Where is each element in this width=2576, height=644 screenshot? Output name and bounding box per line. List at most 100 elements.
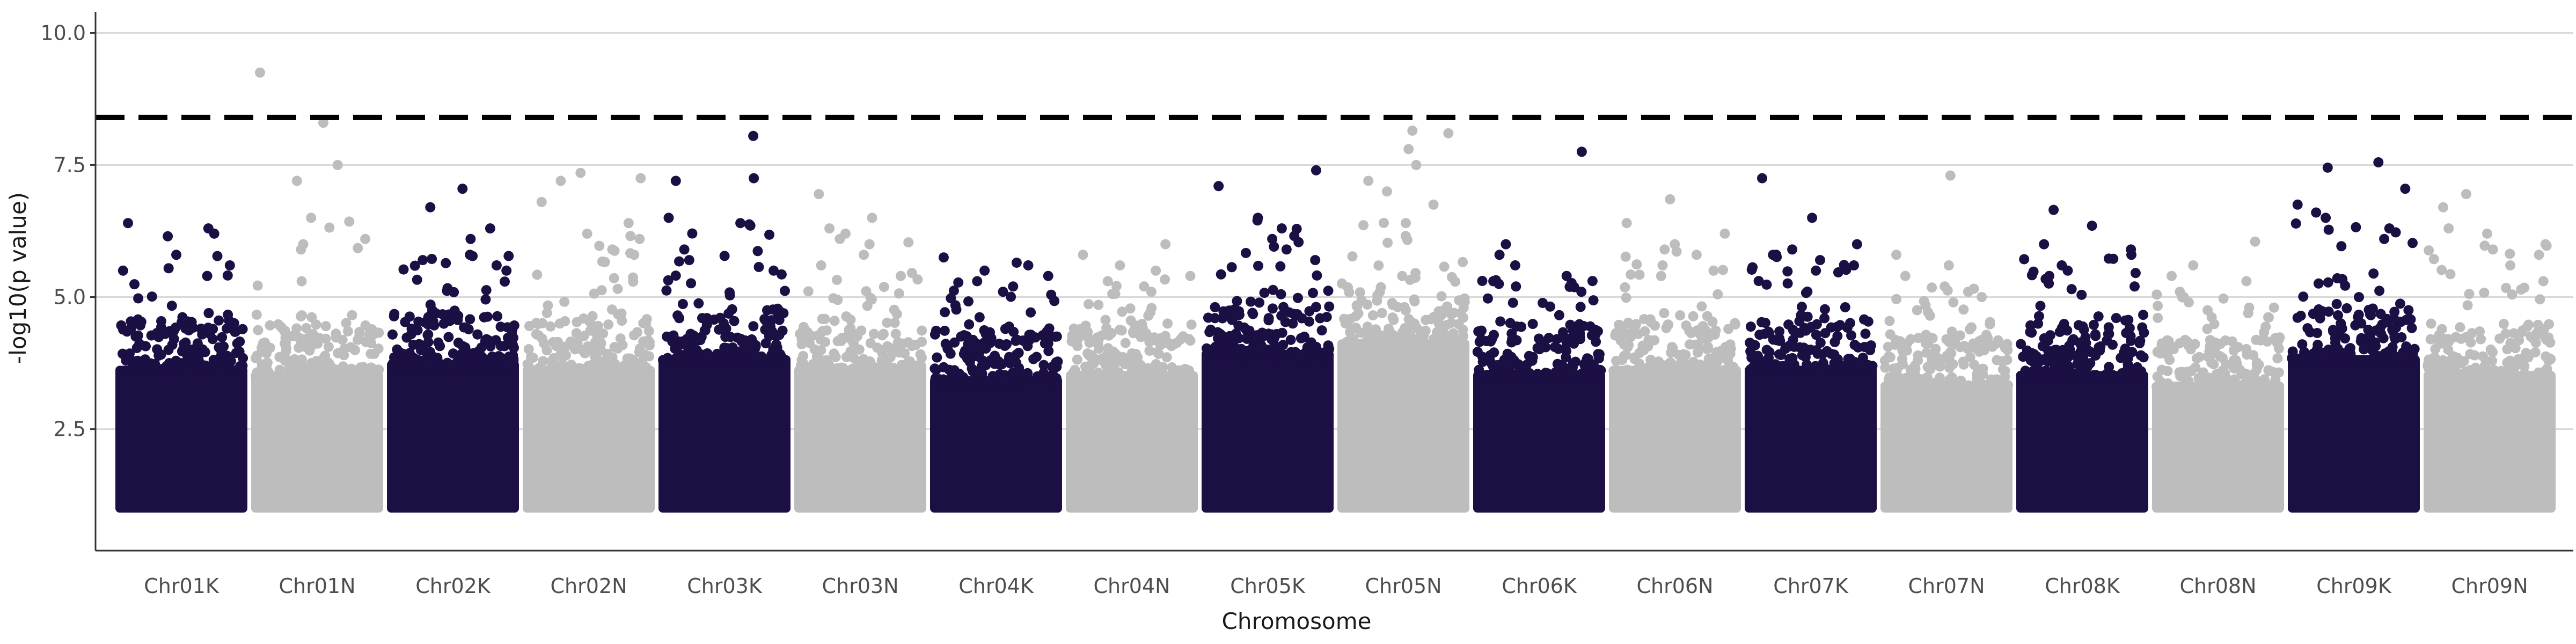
snp-point: [1026, 330, 1036, 340]
snp-point: [1653, 356, 1664, 367]
snp-point: [253, 325, 264, 335]
snp-point: [1356, 295, 1367, 305]
snp-point: [1031, 352, 1042, 362]
snp-point: [2016, 370, 2026, 381]
snp-point: [1505, 318, 1516, 328]
snp-point: [1802, 286, 1813, 297]
snp-point: [1611, 328, 1621, 339]
snp-point: [2467, 367, 2478, 378]
snp-point: [2321, 213, 2331, 223]
snp-point: [2341, 303, 2352, 313]
snp-point: [607, 244, 618, 255]
snp-point: [638, 336, 649, 347]
snp-point: [2169, 382, 2179, 392]
snp-point: [1619, 328, 1630, 339]
snp-point: [1363, 335, 1373, 346]
snp-point: [1275, 261, 1286, 272]
snp-point: [291, 323, 302, 334]
snp-point: [2133, 367, 2143, 377]
x-tick-label: Chr05K: [1230, 574, 1306, 598]
snp-point: [1941, 334, 1952, 345]
snp-point: [224, 260, 235, 270]
snp-point: [2241, 276, 2252, 287]
snp-point: [1382, 237, 1393, 248]
snp-point: [2182, 382, 2193, 392]
snp-point: [823, 362, 833, 373]
chromosome-points-chr04k: [930, 252, 1063, 513]
snp-point: [2126, 250, 2136, 260]
snp-point: [1213, 181, 1224, 192]
snp-point: [324, 222, 335, 233]
snp-point: [2151, 382, 2162, 392]
snp-point: [2176, 367, 2187, 377]
snp-point: [1575, 334, 1585, 345]
snp-point: [1155, 333, 1166, 343]
snp-point: [2469, 350, 2480, 361]
snp-point: [443, 332, 454, 342]
snp-point: [2270, 375, 2281, 385]
snp-point: [1259, 288, 1270, 298]
peak-point-chr06k: [1576, 147, 1587, 157]
snp-point: [482, 311, 493, 322]
snp-point: [1110, 289, 1121, 299]
snp-point: [752, 246, 763, 257]
snp-point: [1032, 371, 1043, 382]
snp-point: [2539, 324, 2549, 334]
snp-point: [2543, 332, 2554, 343]
snp-point: [1340, 318, 1351, 329]
snp-point: [212, 251, 223, 261]
snp-point: [2000, 342, 2010, 353]
snp-point: [237, 361, 248, 371]
snp-point: [998, 287, 1008, 297]
snp-point: [1728, 362, 1739, 372]
snp-point: [2367, 345, 2378, 356]
snp-point: [1912, 305, 1922, 316]
snp-point: [1448, 308, 1459, 318]
snp-point: [904, 363, 915, 374]
snp-point: [878, 365, 889, 376]
snp-point: [2078, 353, 2088, 363]
snp-point: [1788, 365, 1799, 376]
snp-point: [334, 364, 345, 375]
snp-point: [755, 355, 766, 366]
snp-point: [1745, 321, 1756, 332]
snp-point: [197, 329, 208, 340]
snp-point: [2251, 360, 2262, 371]
snp-point: [503, 251, 514, 261]
snp-point: [2406, 323, 2417, 333]
snp-point: [591, 351, 602, 362]
snp-point: [1269, 333, 1279, 343]
snp-point: [695, 335, 706, 346]
snp-point: [2016, 339, 2026, 349]
snp-point: [1433, 318, 1444, 328]
snp-point: [1518, 371, 1528, 382]
snp-point: [2251, 334, 2262, 345]
snp-point: [1507, 334, 1517, 345]
snp-point: [1845, 318, 1855, 328]
snp-point: [339, 350, 349, 361]
snp-point: [1436, 291, 1447, 302]
snp-point: [1373, 260, 1384, 271]
snp-point: [2103, 322, 2114, 333]
snp-point: [1137, 319, 1147, 330]
snp-point: [449, 287, 459, 297]
snp-point: [1935, 380, 1945, 391]
snp-point: [442, 357, 453, 368]
snp-point: [1379, 339, 1390, 349]
snp-point: [1846, 356, 1856, 367]
snp-point: [2019, 254, 2030, 265]
snp-point: [1358, 220, 1369, 231]
snp-point: [1136, 332, 1146, 342]
snp-point: [2085, 347, 2096, 357]
snp-point: [2202, 324, 2213, 334]
x-axis-title: Chromosome: [1222, 608, 1372, 634]
snp-point: [222, 357, 232, 368]
snp-point: [284, 362, 295, 373]
snp-point: [915, 349, 926, 360]
snp-point: [609, 273, 619, 283]
snp-point: [481, 285, 492, 296]
snp-point: [1659, 308, 1670, 318]
snp-point: [1252, 215, 1263, 226]
snp-point: [572, 317, 582, 327]
snp-point: [2039, 333, 2050, 343]
